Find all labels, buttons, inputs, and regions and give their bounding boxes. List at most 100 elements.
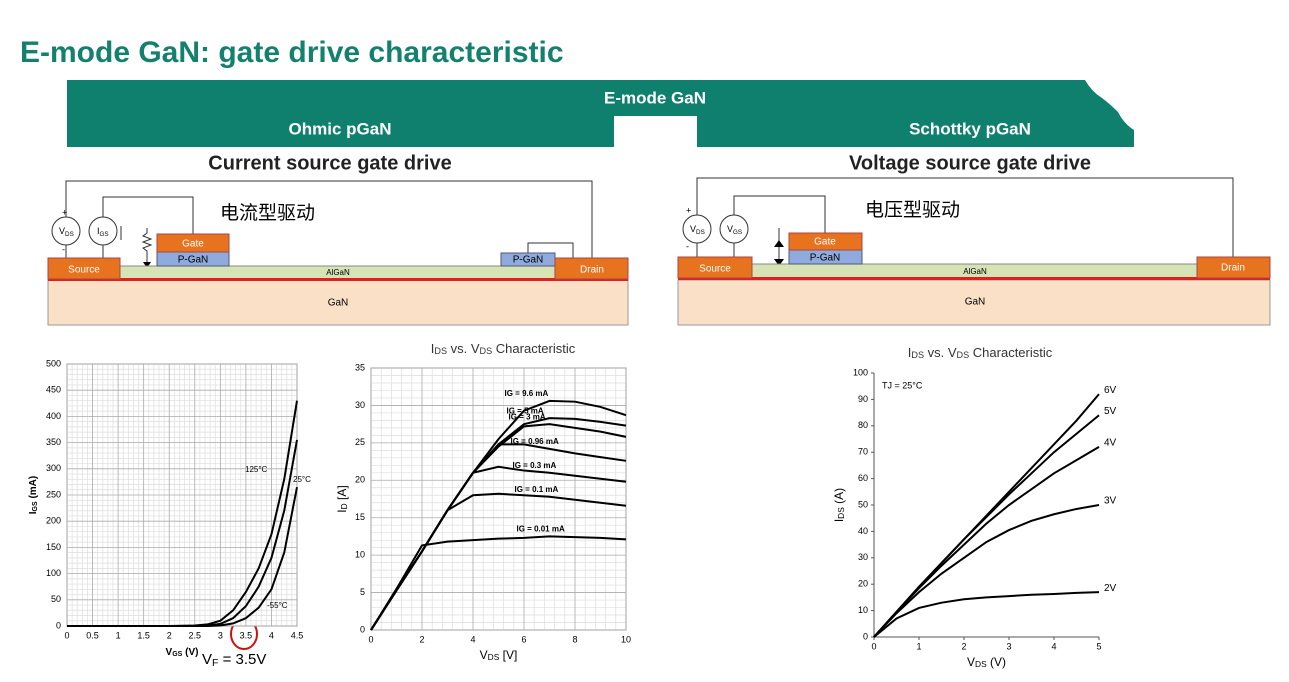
series-label: 5V: [1104, 406, 1117, 417]
chart: 0 0.5 1 1.5 2 2.5 3 3.5 4 4.5 0 50 100 150 200 250 300 35…: [28, 358, 311, 657]
polarity: +: [686, 205, 691, 215]
x-axis-label: (V): [182, 647, 198, 658]
gate: [156, 233, 230, 253]
y-tick-label: 30: [355, 400, 365, 410]
chart-title: Characteristic: [492, 341, 576, 356]
banner-left: Ohmic pGaN: [289, 119, 392, 138]
x-tick-label: 0: [64, 630, 69, 640]
x-axis-label: VDS [V]: [480, 648, 518, 662]
series-label: 125°C: [245, 465, 268, 474]
note: 电流型驱动: [220, 202, 315, 224]
wire: [65, 180, 593, 258]
meter-label: DS: [65, 231, 74, 238]
meter-label: IGS: [97, 226, 109, 237]
series-label: IG = 0.01 mA: [517, 525, 565, 534]
series-label: IG = 9.6 mA: [505, 389, 549, 398]
meter: [51, 216, 81, 246]
y-tick-label: 350: [46, 437, 61, 447]
y-tick-label: 70: [858, 447, 868, 457]
source: [677, 256, 753, 279]
x-axis-label: V: [480, 648, 488, 662]
y-axis-label: ID [A]: [335, 485, 349, 512]
x-tick-label: 3: [218, 630, 223, 640]
device-diagram: + - VDS VGS Source Gate P-GaN AlGaN GaN …: [677, 177, 1271, 326]
chart-title: I: [908, 345, 912, 360]
x-tick-label: 0: [871, 641, 876, 651]
x-axis-label: VGS (V): [166, 647, 199, 658]
x-axis-label: DS: [488, 652, 500, 662]
banner-top: E-mode GaN: [604, 88, 706, 107]
meter: [682, 214, 712, 244]
y-tick-label: 100: [46, 568, 61, 578]
x-tick-label: 2.5: [189, 630, 202, 640]
series-line: [873, 591, 1100, 638]
label: GaN: [965, 297, 986, 308]
series-label: 2V: [1104, 583, 1117, 594]
y-tick-label: 60: [858, 473, 868, 483]
series-label: -55°C: [267, 601, 288, 610]
y-tick-label: 10: [858, 605, 868, 615]
x-tick-label: 3: [1006, 641, 1011, 651]
y-tick-label: 40: [858, 526, 868, 536]
x-axis-label: VDS (V): [967, 655, 1006, 669]
slide-title: E-mode GaN: gate drive characteristic: [20, 36, 564, 69]
meter: [88, 216, 118, 246]
label: GaN: [328, 298, 349, 309]
annotation: V: [202, 651, 212, 668]
chart-title: vs. V: [447, 341, 480, 356]
label: Gate: [182, 239, 204, 250]
chart-title: IDS vs. VDS Characteristic: [908, 345, 1053, 360]
wire: [527, 242, 574, 258]
chart-title: DS: [434, 346, 447, 356]
wire: [696, 177, 1234, 257]
wire: [102, 196, 194, 234]
meter-label: VDS: [59, 226, 74, 237]
series-label: IG = 3 mA: [509, 412, 546, 421]
meter-label: VDS: [690, 224, 705, 235]
annotation: = 3.5V: [218, 651, 266, 668]
x-axis-label: DS: [975, 659, 987, 669]
banner-right: Schottky pGaN: [909, 119, 1031, 138]
y-tick-label: 35: [355, 362, 365, 372]
y-tick-label: 300: [46, 463, 61, 473]
wire: [733, 195, 826, 233]
label: Source: [68, 265, 100, 276]
x-tick-label: 4: [470, 634, 475, 644]
polarity: -: [686, 241, 689, 251]
plot-area: [370, 367, 627, 631]
y-tick-label: 0: [360, 624, 365, 634]
diagram-heading: Current source gate drive: [208, 152, 451, 174]
x-tick-label: 1: [116, 630, 121, 640]
x-tick-label: 10: [621, 634, 631, 644]
meter-label: I: [97, 226, 100, 236]
y-tick-label: 200: [46, 516, 61, 526]
y-tick-label: 100: [853, 367, 868, 377]
label: Gate: [814, 237, 836, 248]
series-line: [67, 486, 298, 627]
series-label: 4V: [1104, 438, 1117, 449]
chart-title: DS: [911, 350, 924, 360]
y-tick-label: 80: [858, 420, 868, 430]
x-axis-label: [V]: [499, 648, 517, 662]
x-axis-label: V: [967, 655, 975, 669]
series-line: [873, 446, 1100, 638]
x-tick-label: 1: [916, 641, 921, 651]
x-tick-label: 3.5: [240, 630, 253, 640]
x-tick-label: 2: [419, 634, 424, 644]
x-tick-label: 0.5: [86, 630, 99, 640]
annotation: TJ = 25°C: [882, 380, 923, 390]
series-label: IG = 0.3 mA: [513, 461, 557, 470]
y-tick-label: 250: [46, 489, 61, 499]
drain: [554, 257, 629, 280]
source: [47, 257, 121, 280]
y-tick-label: 500: [46, 358, 61, 368]
y-tick-label: 0: [863, 631, 868, 641]
y-tick-label: 30: [858, 552, 868, 562]
y-tick-label: 5: [360, 587, 365, 597]
annotation: F: [212, 657, 218, 669]
y-axis-label: D: [339, 503, 349, 509]
x-axis-label: (V): [987, 655, 1006, 669]
